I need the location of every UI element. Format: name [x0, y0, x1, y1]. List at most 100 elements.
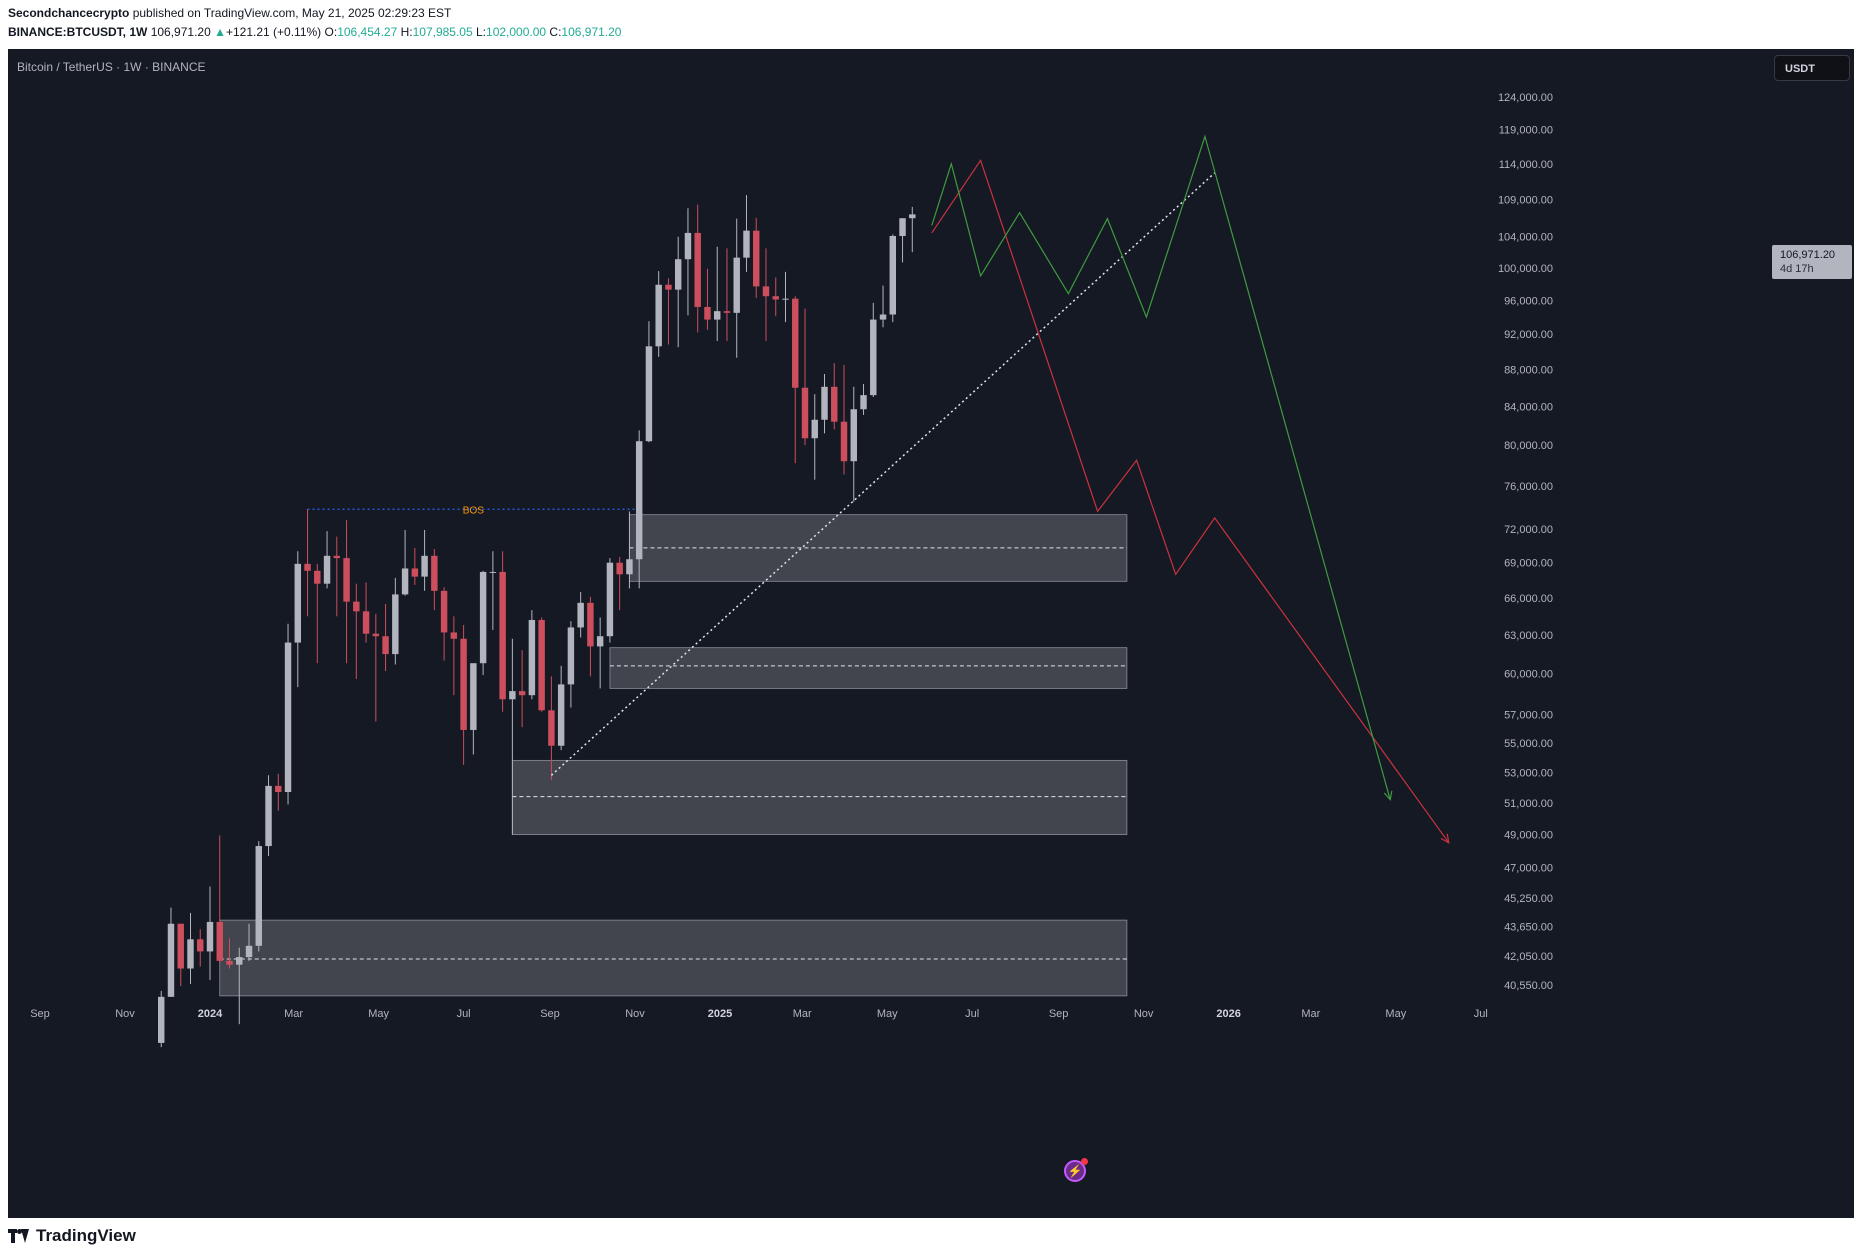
- low-label: L:: [476, 25, 487, 39]
- time-tick-label: Nov: [625, 1008, 645, 1020]
- candle-body: [840, 421, 848, 462]
- candle-body: [323, 555, 331, 584]
- candle-body: [362, 611, 370, 634]
- high-label: H:: [400, 25, 413, 39]
- open-value: 106,454.27: [337, 25, 398, 39]
- candle-body: [743, 230, 750, 258]
- candle-body: [567, 627, 575, 685]
- candle-body: [401, 568, 409, 595]
- symbol-label: BINANCE:BTCUSDT, 1W: [8, 25, 148, 39]
- candle-body: [167, 923, 175, 997]
- price-tick-label: 100,000.00: [1498, 263, 1553, 275]
- candle-body: [294, 563, 302, 643]
- time-tick-label: Sep: [540, 1008, 560, 1020]
- time-tick-label: Sep: [30, 1008, 50, 1020]
- price-tick-label: 55,000.00: [1504, 738, 1553, 750]
- price-tick-label: 96,000.00: [1504, 295, 1553, 307]
- close-label: C:: [549, 25, 562, 39]
- author-name[interactable]: Secondchancecrypto: [8, 6, 130, 20]
- candle-body: [879, 314, 887, 320]
- candle-body: [265, 785, 272, 847]
- bear-projection-arrowhead: [1440, 833, 1450, 844]
- candle-body: [275, 785, 282, 793]
- price-tick-label: 72,000.00: [1504, 524, 1553, 536]
- demand-zone: [511, 759, 1128, 836]
- candle-body: [197, 939, 204, 952]
- price-tick-label: 42,050.00: [1504, 951, 1553, 963]
- candle-body: [674, 259, 682, 290]
- candle-body: [557, 684, 565, 746]
- last-price: 106,971.20: [150, 25, 211, 39]
- candle-body: [606, 562, 614, 637]
- candle-body: [616, 562, 623, 575]
- candle-body: [860, 395, 867, 410]
- candle-body: [713, 311, 721, 320]
- candle-body: [509, 691, 516, 700]
- candle-body: [704, 306, 711, 320]
- time-tick-label: Nov: [115, 1008, 135, 1020]
- bull-projection-arrowhead: [1383, 790, 1393, 802]
- time-tick-label: Nov: [1134, 1008, 1154, 1020]
- candle-body: [733, 257, 740, 313]
- candle-body: [177, 923, 184, 969]
- chart-area[interactable]: BOS 124,000.00 119,000.00 114,000.00 109,000…: [8, 49, 1854, 1218]
- candle-body: [626, 559, 633, 575]
- candle-body: [782, 298, 789, 300]
- candle-body: [801, 387, 809, 439]
- bolt-icon[interactable]: ⚡: [1064, 1158, 1088, 1182]
- candle-body: [577, 602, 584, 628]
- price-tick-label: 40,550.00: [1504, 980, 1553, 992]
- price-tick-label: 124,000.00: [1498, 92, 1553, 104]
- bull-projection: [931, 134, 1391, 800]
- currency-button[interactable]: USDT: [1774, 55, 1850, 81]
- candle-body: [245, 945, 253, 958]
- candle-body: [216, 921, 223, 961]
- candle-body: [392, 594, 399, 655]
- time-tick-label: 2024: [198, 1008, 223, 1020]
- trendline: [550, 172, 1216, 776]
- notification-dot: [1081, 1158, 1088, 1165]
- high-value: 107,985.05: [412, 25, 473, 39]
- candle-body: [831, 386, 838, 422]
- price-tick-label: 119,000.00: [1499, 125, 1553, 137]
- time-tick-label: Mar: [1301, 1008, 1320, 1020]
- candle-body: [811, 419, 818, 439]
- candle-body: [538, 619, 545, 711]
- time-tick-label: May: [368, 1008, 389, 1020]
- price-tick-label: 80,000.00: [1504, 440, 1553, 452]
- candle-body: [772, 296, 779, 300]
- price-tick-label: 49,000.00: [1504, 830, 1553, 842]
- candle-body: [723, 311, 731, 313]
- ohlc-legend: BINANCE:BTCUSDT, 1W 106,971.20 ▲+121.21 …: [8, 25, 621, 39]
- close-value: 106,971.20: [561, 25, 622, 39]
- candle-body: [889, 235, 897, 315]
- bear-projection: [931, 158, 1450, 844]
- price-tick-label: 63,000.00: [1504, 630, 1553, 642]
- candle-body: [236, 957, 243, 965]
- candle-body: [499, 571, 506, 700]
- price-tick-label: 92,000.00: [1504, 329, 1553, 341]
- footer-brand[interactable]: TradingView: [8, 1226, 136, 1246]
- candle-body: [372, 633, 380, 637]
- current-price: 106,971.20: [1780, 249, 1836, 261]
- price-tick-label: 53,000.00: [1504, 767, 1553, 779]
- price-tick-label: 47,000.00: [1504, 863, 1553, 875]
- price-tick-label: 114,000.00: [1499, 159, 1553, 171]
- candle-body: [528, 619, 536, 696]
- candle-body: [762, 286, 770, 297]
- price-tick-label: 57,000.00: [1504, 709, 1553, 721]
- candle-body: [440, 590, 448, 633]
- time-tick-label: Mar: [284, 1008, 303, 1020]
- candle-body: [792, 298, 799, 388]
- candle-body: [450, 632, 458, 639]
- candle-body: [255, 846, 262, 946]
- candle-body: [684, 232, 692, 260]
- price-chart[interactable]: BOS 124,000.00 119,000.00 114,000.00 109,000…: [8, 49, 1854, 1218]
- candle-body: [460, 638, 467, 730]
- time-tick-label: 2026: [1216, 1008, 1240, 1020]
- publish-text: published on TradingView.com, May 21, 20…: [129, 6, 452, 20]
- candle-body: [158, 996, 165, 1043]
- candle-body: [284, 642, 292, 793]
- candle-body: [850, 409, 857, 462]
- candle-body: [187, 939, 194, 969]
